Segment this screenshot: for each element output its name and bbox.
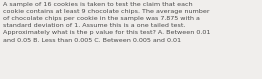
Text: A sample of 16 cookies is taken to test the claim that each
cookie contains at l: A sample of 16 cookies is taken to test …: [3, 2, 210, 43]
